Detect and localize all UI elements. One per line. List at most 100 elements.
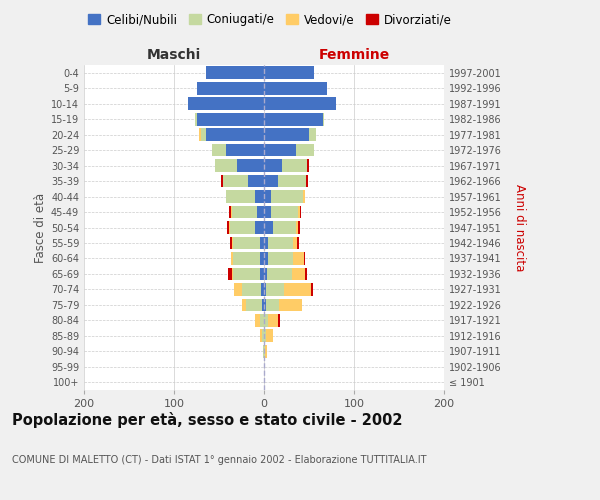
- Bar: [264, 345, 265, 358]
- Bar: [255, 221, 264, 234]
- Bar: [237, 159, 264, 172]
- Bar: [284, 283, 311, 296]
- Bar: [201, 128, 205, 141]
- Bar: [229, 206, 230, 218]
- Bar: [212, 144, 226, 156]
- Bar: [309, 128, 316, 141]
- Bar: [265, 345, 266, 358]
- Bar: [296, 144, 314, 156]
- Bar: [194, 113, 197, 126]
- Bar: [303, 190, 305, 203]
- Bar: [268, 252, 293, 265]
- Bar: [264, 314, 268, 326]
- Bar: [233, 268, 260, 280]
- Bar: [264, 113, 323, 126]
- Bar: [264, 66, 314, 79]
- Bar: [264, 298, 266, 311]
- Bar: [205, 66, 264, 79]
- Bar: [230, 236, 232, 250]
- Bar: [231, 252, 233, 265]
- Bar: [307, 159, 309, 172]
- Bar: [266, 283, 284, 296]
- Bar: [264, 236, 268, 250]
- Bar: [228, 268, 232, 280]
- Bar: [264, 330, 266, 342]
- Bar: [264, 82, 327, 94]
- Bar: [230, 206, 232, 218]
- Bar: [264, 128, 309, 141]
- Bar: [260, 314, 264, 326]
- Bar: [262, 283, 264, 296]
- Bar: [229, 221, 230, 234]
- Bar: [304, 252, 305, 265]
- Bar: [264, 190, 271, 203]
- Bar: [263, 345, 264, 358]
- Bar: [264, 221, 273, 234]
- Bar: [271, 190, 303, 203]
- Bar: [264, 98, 336, 110]
- Bar: [226, 144, 264, 156]
- Bar: [255, 190, 264, 203]
- Bar: [241, 298, 246, 311]
- Bar: [266, 330, 273, 342]
- Bar: [230, 221, 255, 234]
- Bar: [300, 206, 301, 218]
- Bar: [307, 174, 308, 188]
- Bar: [226, 190, 255, 203]
- Bar: [232, 206, 257, 218]
- Text: COMUNE DI MALETTO (CT) - Dati ISTAT 1° gennaio 2002 - Elaborazione TUTTITALIA.IT: COMUNE DI MALETTO (CT) - Dati ISTAT 1° g…: [12, 455, 427, 465]
- Bar: [233, 252, 260, 265]
- Bar: [227, 221, 229, 234]
- Bar: [264, 206, 271, 218]
- Text: Popolazione per età, sesso e stato civile - 2002: Popolazione per età, sesso e stato civil…: [12, 412, 403, 428]
- Text: Femmine: Femmine: [319, 48, 389, 62]
- Bar: [311, 283, 313, 296]
- Bar: [268, 314, 278, 326]
- Y-axis label: Fasce di età: Fasce di età: [34, 192, 47, 262]
- Legend: Celibi/Nubili, Coniugati/e, Vedovi/e, Divorziati/e: Celibi/Nubili, Coniugati/e, Vedovi/e, Di…: [83, 8, 457, 31]
- Bar: [273, 221, 296, 234]
- Bar: [293, 252, 304, 265]
- Bar: [205, 128, 264, 141]
- Bar: [298, 206, 300, 218]
- Bar: [255, 314, 260, 326]
- Bar: [246, 298, 262, 311]
- Bar: [197, 113, 264, 126]
- Bar: [262, 330, 264, 342]
- Bar: [233, 236, 260, 250]
- Bar: [266, 298, 280, 311]
- Bar: [296, 221, 298, 234]
- Bar: [305, 268, 307, 280]
- Bar: [232, 236, 233, 250]
- Bar: [277, 174, 307, 188]
- Bar: [278, 314, 280, 326]
- Bar: [260, 236, 264, 250]
- Bar: [260, 268, 264, 280]
- Bar: [199, 128, 201, 141]
- Bar: [280, 298, 302, 311]
- Bar: [293, 236, 298, 250]
- Bar: [264, 174, 277, 188]
- Bar: [248, 174, 264, 188]
- Bar: [223, 174, 248, 188]
- Bar: [264, 159, 282, 172]
- Bar: [257, 206, 264, 218]
- Bar: [292, 268, 305, 280]
- Bar: [268, 236, 293, 250]
- Bar: [264, 144, 296, 156]
- Bar: [197, 82, 264, 94]
- Bar: [221, 174, 223, 188]
- Y-axis label: Anni di nascita: Anni di nascita: [513, 184, 526, 271]
- Bar: [187, 98, 264, 110]
- Bar: [241, 283, 262, 296]
- Text: Maschi: Maschi: [147, 48, 201, 62]
- Bar: [232, 268, 233, 280]
- Bar: [298, 221, 300, 234]
- Bar: [266, 268, 292, 280]
- Bar: [264, 283, 266, 296]
- Bar: [298, 236, 299, 250]
- Bar: [264, 268, 266, 280]
- Bar: [262, 298, 264, 311]
- Bar: [260, 330, 262, 342]
- Bar: [271, 206, 298, 218]
